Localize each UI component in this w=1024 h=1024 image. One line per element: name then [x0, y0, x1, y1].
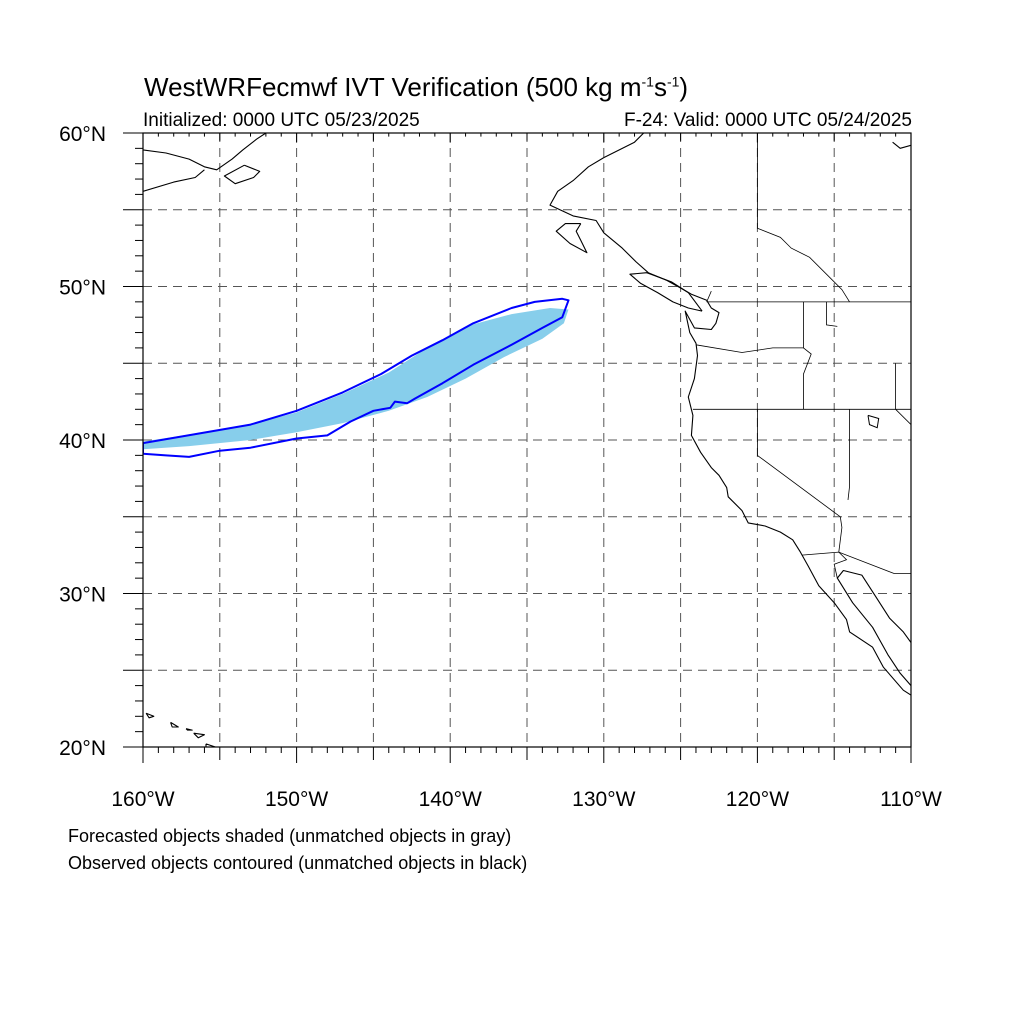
political-border: [801, 551, 911, 574]
coastline: [836, 569, 911, 687]
political-border: [847, 409, 850, 500]
forecast-layer: [143, 308, 569, 450]
political-border: [757, 133, 850, 303]
political-border: [895, 363, 911, 425]
forecast-object-shading: [143, 308, 569, 450]
title-unit-s: s: [653, 72, 667, 102]
political-border: [803, 301, 812, 410]
lat-label: 20°N: [59, 737, 106, 760]
lon-label: 160°W: [111, 788, 174, 811]
political-border: [706, 290, 712, 303]
title-superscript-1: -1: [641, 73, 654, 90]
lon-label: 130°W: [572, 788, 635, 811]
initialized-time: Initialized: 0000 UTC 05/23/2025: [143, 110, 420, 131]
coastline: [143, 169, 205, 192]
coastline: [145, 712, 155, 719]
observed-object-contour: [143, 297, 570, 458]
lake-outline: [867, 414, 880, 429]
coastline: [223, 164, 261, 185]
coastline: [629, 272, 703, 312]
political-border: [826, 301, 838, 327]
title-text: WestWRFecmwf IVT Verification (500 kg m: [144, 72, 642, 102]
graticule: [143, 133, 911, 747]
coastline: [555, 223, 588, 254]
political-border: [757, 409, 843, 553]
lon-label: 150°W: [265, 788, 328, 811]
coastline: [185, 728, 193, 731]
lat-label: 30°N: [59, 584, 106, 607]
lon-label: 120°W: [726, 788, 789, 811]
coastline-layer: [143, 133, 911, 747]
legend-forecast-note: Forecasted objects shaded (unmatched obj…: [68, 826, 512, 846]
coastline: [170, 721, 179, 728]
title-superscript-2: -1: [666, 73, 680, 90]
coastline: [143, 133, 267, 171]
map-title: WestWRFecmwf IVT Verification (500 kg m-…: [144, 72, 688, 103]
lon-label: 140°W: [419, 788, 482, 811]
observed-layer: [143, 297, 570, 458]
lon-label: 110°W: [880, 788, 942, 811]
coastline: [892, 141, 911, 149]
legend-observed-note: Observed objects contoured (unmatched ob…: [68, 853, 528, 873]
political-border: [695, 344, 804, 353]
title-close-paren: ): [679, 72, 689, 102]
valid-time: F-24: Valid: 0000 UTC 05/24/2025: [624, 110, 912, 131]
lat-label: 60°N: [59, 123, 106, 146]
coastline: [549, 133, 911, 696]
political-border: [833, 551, 848, 579]
map-axes: 160°W 150°W 140°W 130°W 120°W 110°W 20°N 30°N 40…: [59, 123, 942, 811]
coastline: [193, 732, 205, 739]
lat-label: 50°N: [59, 277, 106, 300]
lat-label: 40°N: [59, 430, 106, 453]
